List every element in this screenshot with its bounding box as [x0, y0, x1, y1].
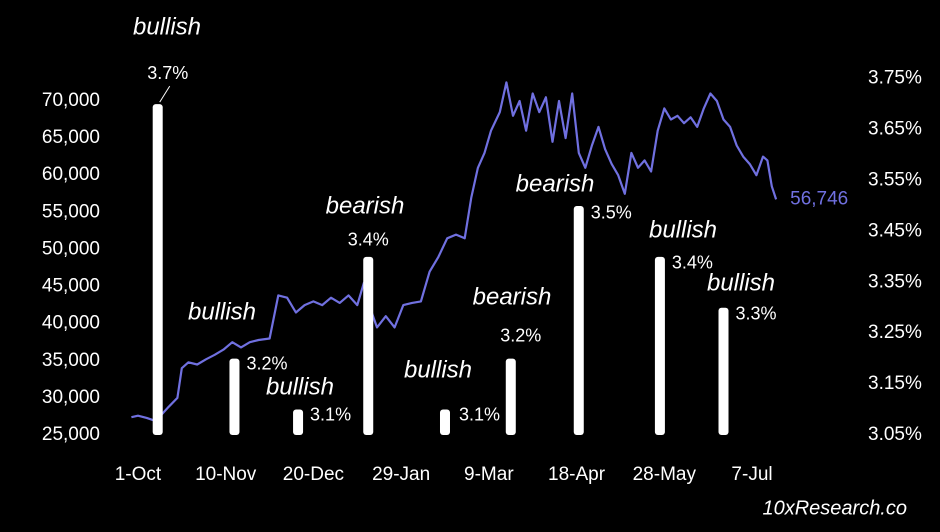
bar-label: 3.1% [459, 404, 500, 424]
y-tick-label: 50,000 [42, 238, 100, 259]
x-tick-label: 20-Dec [283, 464, 344, 485]
source: 10xResearch.co [762, 497, 907, 519]
bar-label: 3.7% [147, 63, 188, 83]
bar-label: 3.1% [310, 404, 351, 424]
y-tick-label: 70,000 [42, 90, 100, 111]
bar [718, 307, 729, 435]
x-tick-label: 10-Nov [195, 464, 257, 485]
y2-tick-label: 3.05% [868, 424, 922, 445]
y2-tick-label: 3.15% [868, 373, 922, 394]
bar [573, 205, 584, 435]
sentiment-label: bullish [404, 356, 472, 383]
bar-label: 3.4% [348, 230, 389, 250]
x-tick-label: 28-May [633, 464, 697, 485]
y-tick-label: 60,000 [42, 164, 100, 185]
bar-label: 3.2% [500, 325, 541, 345]
x-tick-label: 18-Apr [548, 464, 606, 485]
y-tick-label: 45,000 [42, 276, 100, 297]
sentiment-label: bullish [188, 298, 256, 325]
x-tick-label: 29-Jan [372, 464, 430, 485]
bar-label: 3.5% [591, 203, 632, 223]
y-tick-label: 40,000 [42, 313, 100, 334]
bar-label: 3.3% [736, 304, 777, 324]
sentiment-label: bearish [326, 192, 405, 219]
y2-tick-label: 3.65% [868, 119, 922, 140]
y-tick-label: 25,000 [42, 424, 100, 445]
sentiment-label: bearish [516, 170, 595, 197]
sentiment-label: bearish [473, 283, 552, 310]
bar-label: 3.4% [672, 253, 713, 273]
y-tick-label: 55,000 [42, 201, 100, 222]
price-line [131, 81, 778, 422]
pointer [159, 85, 171, 103]
sentiment-label: bullish [707, 269, 775, 296]
end-label: 56,746 [790, 188, 848, 209]
bar [654, 256, 665, 435]
y2-tick-label: 3.45% [868, 220, 922, 241]
x-tick-label: 1-Oct [115, 464, 162, 485]
sentiment-label: bullish [133, 13, 201, 40]
y2-tick-label: 3.25% [868, 322, 922, 343]
bar-label: 3.2% [246, 353, 287, 373]
bar [363, 256, 374, 435]
y2-tick-label: 3.55% [868, 170, 922, 191]
y-tick-label: 30,000 [42, 387, 100, 408]
bar [505, 358, 516, 435]
bar [229, 358, 240, 435]
bar [152, 104, 163, 436]
bar [439, 409, 450, 435]
sentiment-label: bullish [649, 216, 717, 243]
y-tick-label: 35,000 [42, 350, 100, 371]
x-tick-label: 7-Jul [731, 464, 772, 485]
y-tick-label: 65,000 [42, 127, 100, 148]
y2-tick-label: 3.35% [868, 271, 922, 292]
sentiment-label: bullish [266, 373, 334, 400]
x-tick-label: 9-Mar [464, 464, 514, 485]
y2-tick-label: 3.75% [868, 68, 922, 89]
bar [293, 409, 304, 435]
